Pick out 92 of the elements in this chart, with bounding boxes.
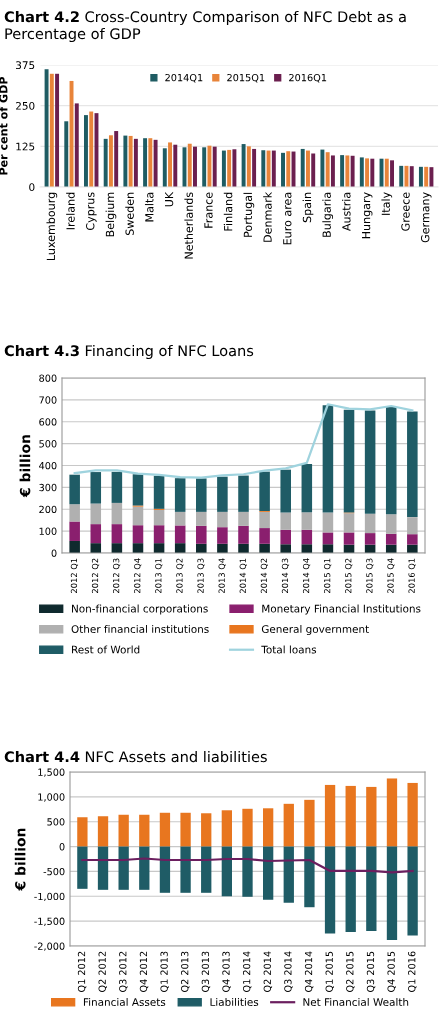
x-tick-label: Q4 2015 — [387, 951, 396, 992]
x-tick-label: Ireland — [66, 192, 75, 230]
x-tick-label: Italy — [381, 192, 393, 215]
y-tick-label: -500 — [43, 867, 65, 876]
y-tick-label: -2,000 — [34, 942, 65, 951]
x-tick-label: Bulgaria — [322, 192, 334, 237]
x-tick-label: 2013 Q4 — [218, 558, 226, 593]
legend-label: Monetary Financial Institutions — [262, 604, 421, 615]
y-axis-title: € billion — [14, 828, 26, 891]
x-tick-label: Q4 2012 — [139, 951, 149, 992]
y-tick-label: 0 — [29, 183, 35, 192]
x-tick-label: Spain — [302, 192, 314, 223]
y-tick-label: -1,000 — [34, 892, 65, 902]
x-tick-label: Q1 2012 — [77, 951, 87, 992]
x-tick-label: Q4 2014 — [304, 951, 314, 992]
legend-label: 2015Q1 — [227, 73, 265, 83]
legend-label: 2016Q1 — [289, 73, 327, 83]
x-tick-label: 2015 Q2 — [345, 558, 353, 593]
legend-label: Other financial institutions — [71, 624, 209, 634]
legend-label: Rest of World — [72, 645, 140, 654]
x-tick-label: Hungary — [362, 192, 373, 239]
x-tick-label: 2013 Q2 — [176, 558, 184, 593]
x-tick-label: Q1 2016 — [408, 951, 417, 992]
chart-title: Chart 4.4 NFC Assets and liabilities — [4, 750, 267, 763]
legend-label: Non-financial corporations — [72, 604, 208, 615]
x-tick-label: 2014 Q2 — [260, 558, 268, 593]
x-tick-label: Denmark — [263, 191, 272, 242]
x-tick-label: 2015 Q1 — [324, 558, 332, 593]
x-tick-label: Q2 2012 — [98, 951, 107, 992]
chart-title: Chart 4.2 Cross-Country Comparison of NFC Debt as a Percentage of GDP — [4, 10, 406, 43]
legend-label: Financial Assets — [83, 997, 166, 1007]
y-tick-label: 200 — [39, 505, 57, 514]
x-tick-label: 2014 Q1 — [239, 558, 247, 593]
x-tick-label: Q4 2013 — [222, 951, 231, 992]
x-tick-label: Q1 2014 — [242, 951, 252, 992]
y-tick-label: 375 — [16, 61, 35, 70]
x-tick-label: Austria — [341, 192, 351, 232]
x-tick-label: 2012 Q3 — [112, 558, 121, 593]
x-tick-label: Q1 2015 — [325, 951, 334, 992]
x-tick-label: Cyprus — [86, 192, 97, 231]
x-tick-label: France — [204, 192, 213, 228]
x-tick-label: Q2 2015 — [346, 951, 355, 992]
x-tick-label: Germany — [421, 192, 432, 243]
x-tick-label: 2015 Q3 — [366, 558, 374, 593]
x-tick-label: UK — [165, 191, 174, 207]
legend-label: Net Financial Wealth — [303, 997, 409, 1007]
y-tick-label: 0 — [51, 549, 57, 557]
y-tick-label: 1,500 — [38, 768, 65, 777]
x-tick-label: Q3 2012 — [119, 951, 128, 992]
y-tick-label: 125 — [16, 142, 35, 151]
y-tick-label: 250 — [16, 101, 35, 110]
x-tick-label: Sweden — [125, 192, 134, 236]
y-tick-label: 300 — [39, 483, 57, 492]
x-tick-label: Finland — [223, 192, 233, 231]
y-tick-label: 1,000 — [38, 793, 65, 802]
y-tick-label: 500 — [39, 440, 57, 448]
x-tick-label: Q2 2013 — [181, 951, 190, 992]
x-tick-label: 2012 Q1 — [70, 558, 79, 593]
x-tick-label: Netherlands — [184, 192, 193, 259]
chart-title: Chart 4.3 Financing of NFC Loans — [4, 344, 254, 360]
y-tick-label: 800 — [39, 374, 57, 382]
x-tick-label: Euro area — [283, 192, 292, 245]
x-tick-label: Belgium — [105, 192, 117, 237]
x-tick-label: Portugal — [243, 192, 255, 237]
x-tick-label: Q3 2015 — [366, 951, 376, 992]
x-tick-label: 2012 Q2 — [91, 558, 100, 593]
y-tick-label: -1,500 — [34, 917, 65, 926]
y-tick-label: 0 — [59, 843, 65, 851]
y-tick-label: 400 — [39, 461, 57, 470]
x-tick-label: 2015 Q4 — [387, 558, 395, 593]
x-tick-label: Q3 2013 — [201, 951, 211, 992]
legend-label: General government — [261, 624, 369, 636]
legend-label: Total loans — [261, 645, 317, 654]
y-tick-label: 700 — [39, 396, 57, 404]
y-axis-title: € billion — [19, 435, 31, 498]
x-tick-label: 2013 Q3 — [197, 558, 205, 593]
x-tick-label: Malta — [144, 192, 154, 222]
x-tick-label: Luxembourg — [46, 192, 58, 261]
x-tick-label: Q3 2014 — [284, 951, 293, 992]
y-tick-label: 500 — [47, 818, 65, 826]
legend-label: Liabilities — [210, 997, 259, 1007]
x-tick-label: 2013 Q1 — [155, 558, 163, 593]
x-tick-label: Q2 2014 — [263, 951, 273, 992]
legend-label: 2014Q1 — [165, 73, 203, 83]
x-tick-label: 2012 Q4 — [134, 558, 142, 593]
x-tick-label: 2014 Q4 — [302, 558, 311, 593]
x-tick-label: Greece — [401, 192, 410, 231]
x-tick-label: Q1 2013 — [160, 951, 169, 992]
y-tick-label: 100 — [39, 527, 57, 535]
y-tick-label: 600 — [39, 418, 57, 426]
x-tick-label: 2014 Q3 — [281, 558, 290, 593]
x-tick-label: 2016 Q1 — [408, 558, 416, 593]
